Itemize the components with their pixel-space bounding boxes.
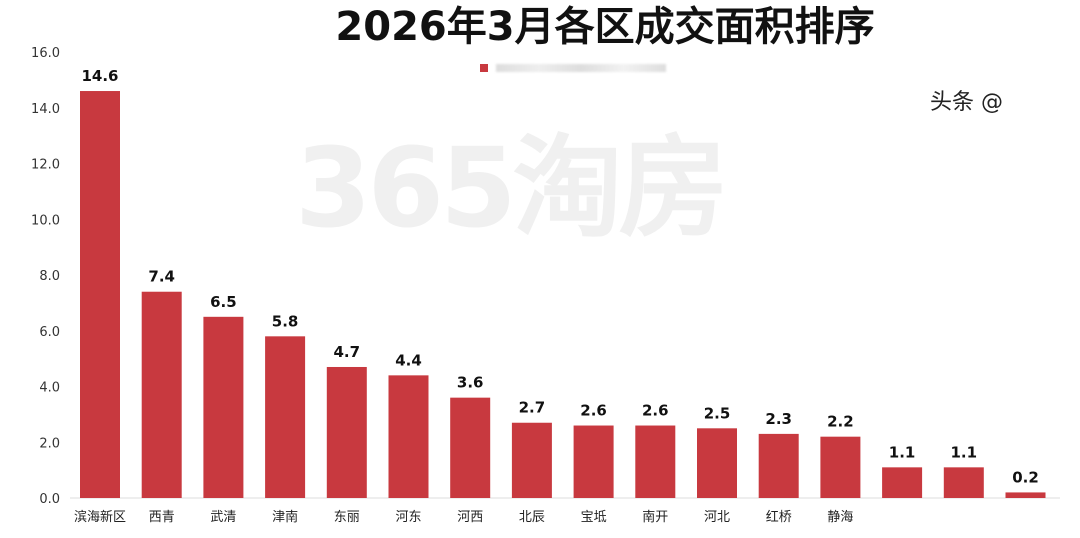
x-tick-label: 河西 (457, 510, 483, 525)
y-tick-label: 8.0 (39, 269, 60, 284)
bar (635, 425, 676, 498)
bar (80, 91, 120, 499)
bar (573, 425, 614, 498)
x-tick-label: 河北 (704, 510, 730, 525)
data-label: 2.6 (642, 402, 669, 420)
bar (820, 436, 861, 498)
data-label: 4.7 (334, 343, 361, 361)
chart-title: 2026年3月各区成交面积排序 (335, 4, 875, 50)
bar (511, 422, 552, 498)
bar (450, 397, 491, 498)
legend-label-blurred (496, 64, 666, 72)
bar (882, 467, 923, 498)
x-tick-label: 西青 (149, 510, 175, 525)
data-label: 2.2 (827, 413, 854, 431)
y-tick-label: 10.0 (31, 213, 60, 228)
x-tick-label: 武清 (210, 510, 236, 525)
y-tick-label: 0.0 (39, 492, 60, 507)
data-label: 4.4 (395, 351, 422, 369)
y-tick-label: 12.0 (31, 158, 60, 173)
x-tick-label: 滨海新区 (74, 509, 126, 525)
watermark: 365淘房 (295, 124, 729, 252)
y-tick-label: 14.0 (31, 102, 60, 117)
y-tick-label: 4.0 (39, 381, 60, 396)
legend (480, 64, 666, 72)
x-tick-label: 静海 (827, 510, 853, 525)
bar (388, 375, 429, 498)
data-label: 5.8 (272, 312, 299, 330)
data-label: 2.5 (704, 404, 731, 422)
data-label: 0.2 (1012, 468, 1039, 486)
overlay-watermark: 头条 @ (930, 90, 1003, 115)
bar (697, 428, 737, 498)
bar (943, 467, 984, 498)
x-tick-label: 南开 (642, 509, 668, 525)
legend-swatch (480, 64, 488, 72)
data-label: 1.1 (889, 443, 916, 461)
data-label: 6.5 (210, 293, 237, 311)
bar (141, 291, 182, 498)
data-label: 2.7 (519, 399, 546, 417)
data-label: 1.1 (951, 443, 978, 461)
x-tick-label: 红桥 (766, 509, 792, 525)
data-label: 14.6 (81, 67, 118, 85)
bar (758, 433, 799, 498)
bar (326, 366, 367, 498)
data-label: 3.6 (457, 374, 484, 392)
data-label: 2.3 (765, 410, 792, 428)
y-tick-label: 16.0 (31, 46, 60, 61)
x-tick-label: 宝坻 (581, 509, 607, 525)
bar (203, 316, 244, 498)
x-tick-label: 东丽 (334, 510, 360, 525)
x-tick-label: 河东 (395, 510, 421, 525)
x-tick-label: 津南 (272, 509, 298, 525)
x-tick-label: 北辰 (519, 510, 545, 525)
data-label: 7.4 (148, 268, 175, 286)
bar (265, 336, 306, 498)
data-label: 2.6 (580, 402, 607, 420)
y-tick-label: 6.0 (39, 325, 60, 340)
y-tick-label: 2.0 (39, 436, 60, 451)
bar (1005, 492, 1046, 498)
